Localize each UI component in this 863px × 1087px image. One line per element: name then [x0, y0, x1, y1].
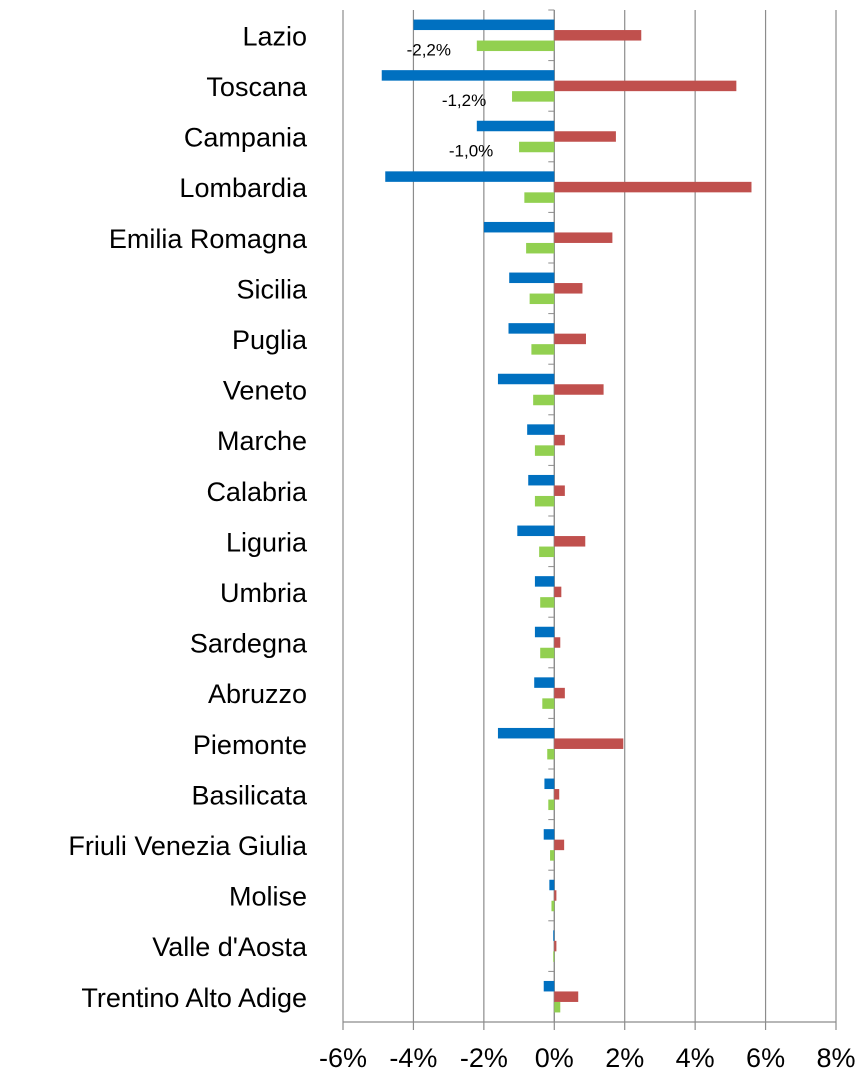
bar	[547, 748, 555, 760]
bar	[526, 242, 555, 254]
bar	[509, 272, 555, 284]
y-tick-label: Umbria	[220, 578, 308, 608]
x-tick-label: -4%	[389, 1043, 437, 1073]
x-tick-label: -2%	[460, 1043, 508, 1073]
bar	[554, 232, 613, 243]
x-tick-label: 0%	[535, 1043, 574, 1073]
bar	[534, 495, 555, 507]
y-tick-label: Trentino Alto Adige	[81, 983, 307, 1013]
bar	[413, 19, 555, 31]
bar	[550, 850, 555, 861]
bar	[534, 677, 555, 688]
bar	[554, 333, 586, 345]
y-tick-label: Abruzzo	[208, 679, 307, 709]
data-label: -1,2%	[442, 91, 486, 110]
y-tick-label: Campania	[184, 123, 308, 153]
bar	[381, 70, 555, 81]
bar	[512, 91, 555, 102]
bar	[527, 424, 555, 435]
bar	[554, 839, 565, 851]
bar	[539, 546, 555, 558]
bar	[497, 373, 555, 385]
y-tick-label: Molise	[229, 882, 307, 912]
bar	[554, 637, 561, 648]
bar	[553, 930, 555, 941]
bar	[554, 789, 560, 800]
y-tick-label: Toscana	[206, 72, 308, 102]
y-tick-label: Sardegna	[190, 629, 308, 659]
data-label: -1,0%	[449, 141, 493, 160]
bar	[534, 626, 555, 638]
bar	[554, 30, 642, 41]
bar	[551, 900, 555, 912]
y-tick-label: Valle d'Aosta	[152, 932, 308, 962]
y-tick-label: Puglia	[232, 325, 308, 355]
bar	[385, 171, 555, 182]
bar	[529, 293, 555, 305]
bar	[540, 647, 555, 659]
bar	[554, 940, 557, 952]
y-tick-label: Sicilia	[236, 274, 308, 304]
x-tick-label: 6%	[746, 1043, 785, 1073]
bar	[554, 434, 565, 446]
bar	[554, 131, 616, 142]
bar	[554, 80, 737, 92]
x-tick-label: 2%	[605, 1043, 644, 1073]
bar	[540, 597, 555, 608]
bar	[544, 778, 555, 790]
y-tick-label: Marche	[217, 426, 307, 456]
y-tick-label: Veneto	[223, 376, 307, 406]
y-tick-label: Lazio	[242, 21, 307, 51]
bar	[554, 890, 557, 901]
x-tick-label: 8%	[816, 1043, 855, 1073]
bar	[476, 120, 555, 132]
bar	[548, 799, 555, 811]
bar	[549, 879, 555, 891]
y-tick-label: Lombardia	[179, 173, 308, 203]
y-tick-label: Liguria	[226, 527, 308, 557]
bar	[553, 951, 555, 962]
bar	[554, 181, 752, 193]
bar	[517, 525, 555, 537]
bar	[534, 445, 555, 456]
bar	[533, 394, 555, 406]
x-tick-label: 4%	[676, 1043, 715, 1073]
bar	[554, 485, 565, 496]
bar	[483, 221, 555, 233]
y-tick-label: Friuli Venezia Giulia	[68, 831, 308, 861]
bar	[554, 738, 624, 749]
bar	[524, 192, 555, 203]
bar	[554, 586, 562, 598]
bar	[554, 384, 604, 395]
bar	[543, 829, 555, 840]
bar	[554, 536, 586, 547]
bar	[531, 344, 555, 355]
bar	[508, 323, 555, 334]
bar	[554, 1001, 561, 1013]
data-label: -2,2%	[407, 40, 451, 59]
x-tick-label: -6%	[319, 1043, 367, 1073]
y-tick-label: Calabria	[206, 477, 308, 507]
bar	[554, 687, 565, 699]
y-tick-label: Basilicata	[191, 780, 308, 810]
bar	[497, 727, 555, 739]
bar	[519, 141, 555, 153]
bar	[554, 991, 579, 1002]
bar	[554, 283, 583, 294]
bar	[476, 40, 555, 52]
bar	[534, 576, 555, 587]
y-tick-label: Emilia Romagna	[109, 224, 308, 254]
bar	[528, 474, 555, 486]
y-tick-label: Piemonte	[193, 730, 307, 760]
bar	[542, 698, 555, 709]
bar	[543, 980, 555, 992]
